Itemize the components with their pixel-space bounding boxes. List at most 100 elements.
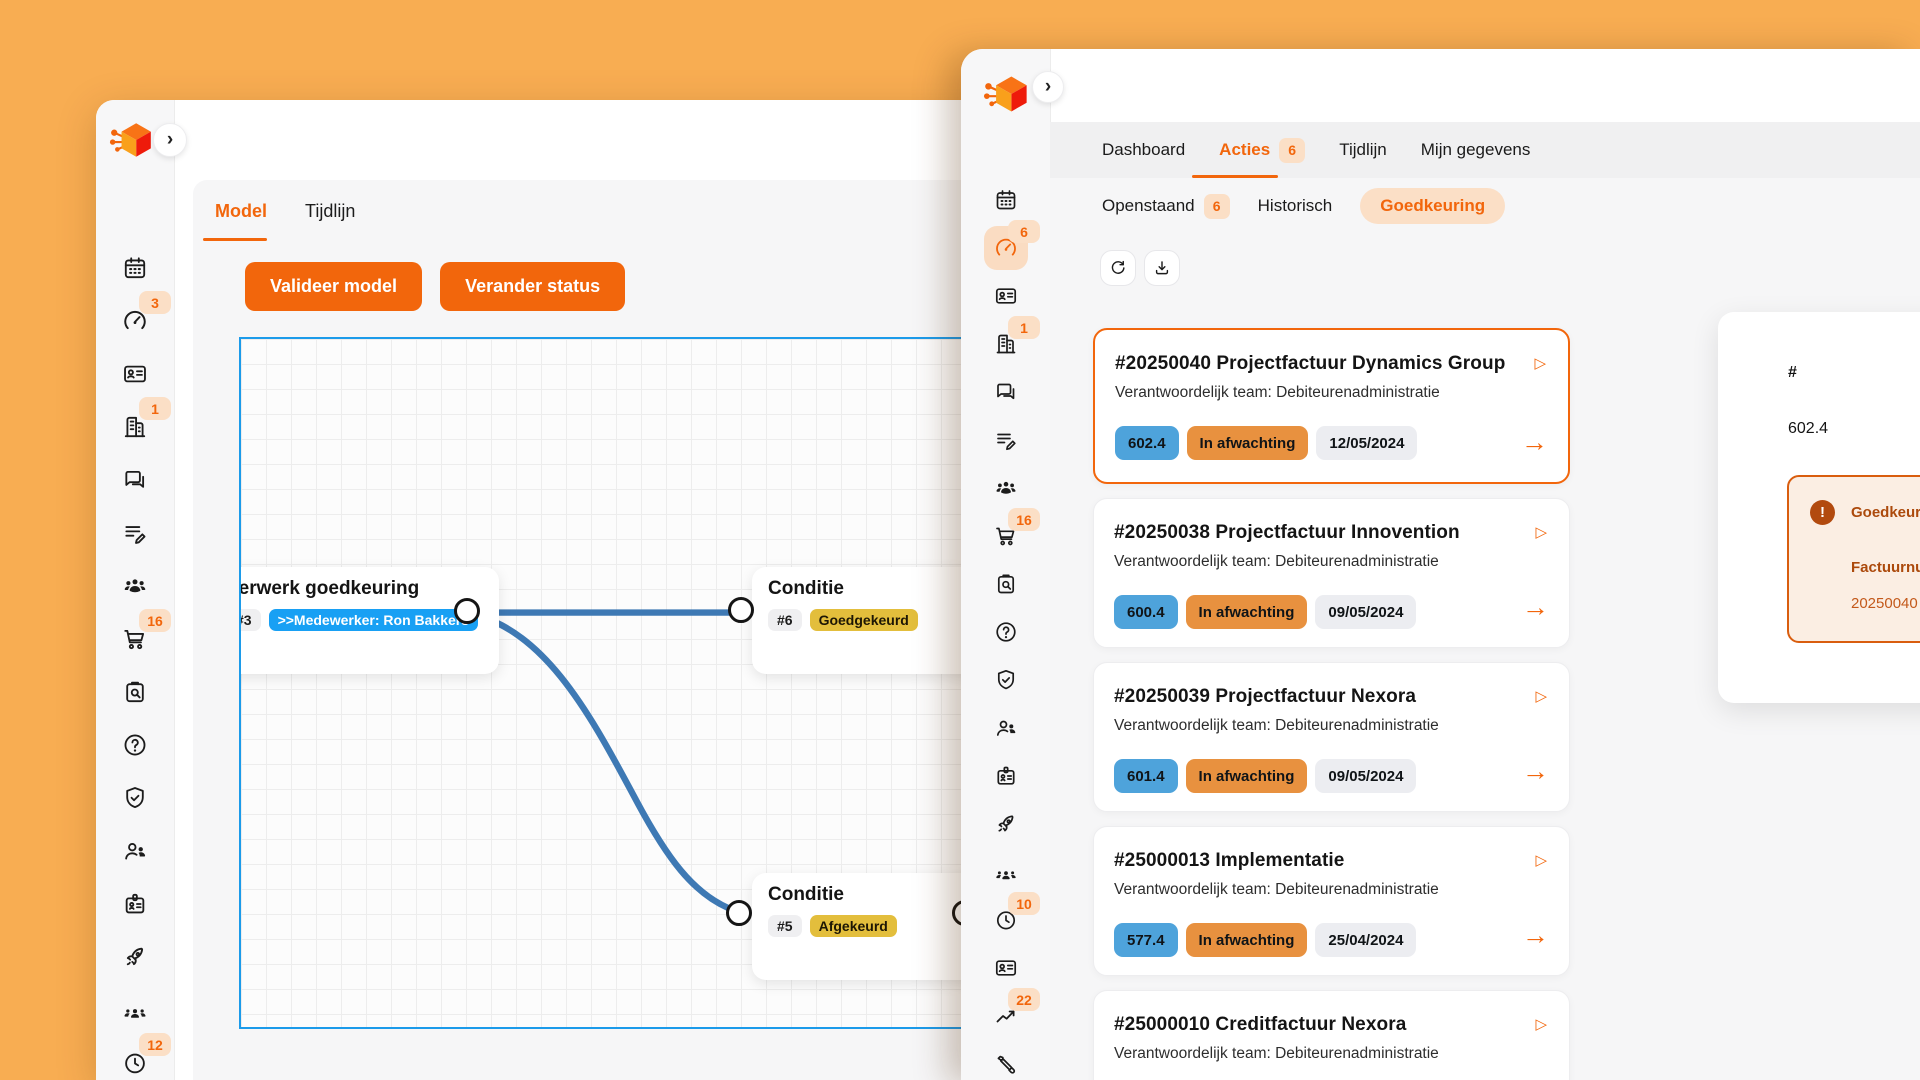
sidebar-item-users[interactable] <box>111 827 159 875</box>
expand-icon[interactable]: ▷ <box>1535 1016 1547 1033</box>
clipboard-search-icon <box>122 679 148 705</box>
sidebar-item-groups[interactable] <box>984 850 1028 894</box>
sidebar-item-company[interactable]: 1 <box>111 397 171 451</box>
card-team: Verantwoordelijk team: Debiteurenadminis… <box>1115 384 1440 401</box>
subtab-openstaand[interactable]: Openstaand 6 <box>1102 193 1230 219</box>
users-icon <box>994 716 1018 740</box>
sidebar-item-security[interactable] <box>111 774 159 822</box>
tab-mijn-gegevens[interactable]: Mijn gegevens <box>1420 140 1531 159</box>
validate-model-button[interactable]: Valideer model <box>245 262 423 311</box>
app-logo-icon <box>983 75 1028 113</box>
sidebar-item-calendar[interactable] <box>111 244 159 292</box>
expand-icon[interactable]: ▷ <box>1535 688 1547 705</box>
sidebar-collapse-button[interactable]: › <box>153 123 187 157</box>
sidebar-item-employee-badge[interactable] <box>984 754 1028 798</box>
change-status-button[interactable]: Verander status <box>440 262 626 311</box>
amount-badge: 601.4 <box>1114 759 1178 793</box>
port-process-out[interactable] <box>454 598 480 624</box>
alert-field-value: 20250040 <box>1851 595 1918 612</box>
subtab-goedkeuring[interactable]: Goedkeuring <box>1360 188 1506 224</box>
tab-acties[interactable]: Acties 6 <box>1219 137 1306 163</box>
detail-value: 602.4 <box>1788 420 1829 437</box>
approval-card[interactable]: #25000010 Creditfactuur Nexora ▷ Verantw… <box>1093 990 1570 1080</box>
amount-badge: 577.4 <box>1114 923 1178 957</box>
sidebar-item-calendar[interactable] <box>984 178 1028 222</box>
tools-icon <box>994 1052 1018 1076</box>
node-tags: #3 >>Medewerker: Ron Bakkers <box>241 609 483 631</box>
expand-icon[interactable]: ▷ <box>1535 852 1547 869</box>
sidebar-item-audit[interactable] <box>111 668 159 716</box>
notification-badge: 10 <box>1008 892 1040 915</box>
sidebar-item-employee-badge[interactable] <box>111 880 159 928</box>
open-arrow-icon[interactable]: → <box>1522 756 1549 786</box>
team-icon <box>122 573 148 599</box>
sidebar-item-help[interactable] <box>984 610 1028 654</box>
sidebar-item-launch[interactable] <box>984 802 1028 846</box>
list-edit-icon <box>994 428 1018 452</box>
expand-icon[interactable]: ▷ <box>1535 524 1547 541</box>
port-rejected-in[interactable] <box>726 900 752 926</box>
model-actions: Valideer model Verander status <box>245 262 626 311</box>
amount-badge: 600.4 <box>1114 595 1178 629</box>
node-assignee-tag: >>Medewerker: Ron Bakkers <box>268 609 479 631</box>
sidebar-item-contacts[interactable] <box>111 350 159 398</box>
sidebar-item-notes[interactable] <box>111 509 159 557</box>
sidebar-item-team[interactable] <box>111 562 159 610</box>
sidebar-item-company[interactable]: 1 <box>984 316 1040 366</box>
node-verwerk-goedkeuring[interactable]: Verwerk goedkeuring #3 >>Medewerker: Ron… <box>239 567 499 674</box>
sidebar-item-dashboard[interactable]: 6 <box>984 220 1040 270</box>
sidebar-item-orders[interactable]: 16 <box>111 609 171 663</box>
tab-tijdlijn[interactable]: Tijdlijn <box>1339 140 1387 159</box>
download-button[interactable] <box>1144 250 1180 286</box>
sidebar-item-messages[interactable] <box>111 456 159 504</box>
sidebar-collapse-button[interactable]: › <box>1032 71 1064 103</box>
approval-card[interactable]: #20250040 Projectfactuur Dynamics Group … <box>1093 328 1570 484</box>
sidebar-item-users[interactable] <box>984 706 1028 750</box>
sidebar-item-launch[interactable] <box>111 933 159 981</box>
open-arrow-icon[interactable]: → <box>1522 920 1549 950</box>
port-approved-in[interactable] <box>728 597 754 623</box>
edge-rejected[interactable] <box>458 609 732 912</box>
node-status-tag: Afgekeurd <box>809 915 897 937</box>
window-goedkeuring: 6 1 16 10 22 › › <box>961 49 1920 1080</box>
sidebar-item-team[interactable] <box>984 466 1028 510</box>
status-badge: In afwachting <box>1186 426 1309 460</box>
sidebar-item-contacts[interactable] <box>984 274 1028 318</box>
subtab-historisch[interactable]: Historisch <box>1257 196 1333 215</box>
approval-card[interactable]: #20250039 Projectfactuur Nexora ▷ Verant… <box>1093 662 1570 812</box>
notification-badge: 3 <box>139 291 171 314</box>
sidebar-item-history[interactable]: 12 <box>111 1033 171 1080</box>
sidebar-item-notes[interactable] <box>984 418 1028 462</box>
sidebar-item-dashboard[interactable]: 3 <box>111 291 171 345</box>
sidebar-item-cards[interactable] <box>984 946 1028 990</box>
sidebar-item-messages[interactable] <box>984 370 1028 414</box>
tab-dashboard[interactable]: Dashboard <box>1102 140 1186 159</box>
sidebar-item-orders[interactable]: 16 <box>984 508 1040 558</box>
sidebar-item-statistics[interactable]: 22 <box>984 988 1040 1038</box>
node-conditie-afgekeurd[interactable]: Conditie #5 Afgekeurd <box>752 873 1000 980</box>
sidebar-item-tools[interactable] <box>984 1042 1028 1080</box>
sidebar-item-audit[interactable] <box>984 562 1028 606</box>
sidebar-item-help[interactable] <box>111 721 159 769</box>
approval-card[interactable]: #20250038 Projectfactuur Innovention ▷ V… <box>1093 498 1570 648</box>
id-card-icon <box>122 361 148 387</box>
sidebar-item-history[interactable]: 10 <box>984 892 1040 942</box>
users-icon <box>122 838 148 864</box>
open-arrow-icon[interactable]: → <box>1522 592 1549 622</box>
tab-model[interactable]: Model <box>215 200 267 221</box>
node-conditie-goedgekeurd[interactable]: Conditie #6 Goedgekeurd <box>752 567 1000 674</box>
warning-icon: ! <box>1810 500 1835 525</box>
approval-card[interactable]: #25000013 Implementatie ▷ Verantwoordeli… <box>1093 826 1570 976</box>
date-badge: 25/04/2024 <box>1315 923 1417 957</box>
sidebar-item-security[interactable] <box>984 658 1028 702</box>
tab-tijdlijn[interactable]: Tijdlijn <box>305 200 356 221</box>
open-arrow-icon[interactable]: → <box>1521 427 1548 457</box>
sidebar-item-groups[interactable] <box>111 986 159 1034</box>
refresh-button[interactable] <box>1100 250 1136 286</box>
app-logo-icon <box>109 122 152 158</box>
alert-title: Goedkeuring <box>1851 504 1920 521</box>
calendar-icon <box>122 255 148 281</box>
expand-icon[interactable]: ▷ <box>1534 355 1546 372</box>
node-title: Verwerk goedkeuring <box>239 578 420 599</box>
